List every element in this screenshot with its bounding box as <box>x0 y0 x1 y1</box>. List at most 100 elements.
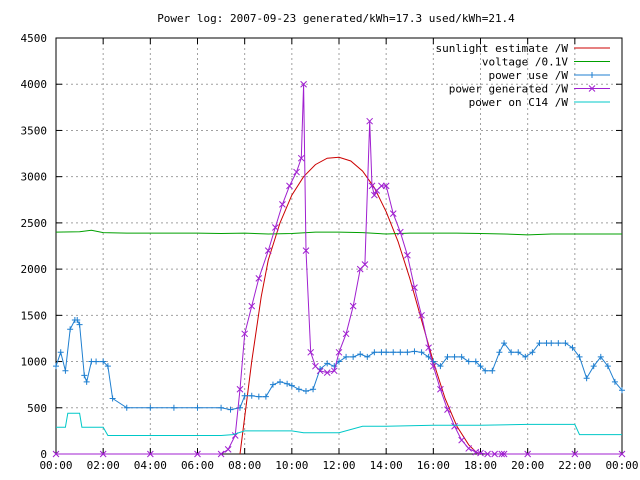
data-point <box>170 404 177 411</box>
y-tick-label: 2500 <box>21 217 48 230</box>
data-point <box>76 321 83 328</box>
data-point <box>248 302 256 310</box>
data-point <box>57 349 64 356</box>
data-point <box>429 362 437 370</box>
data-point <box>451 422 458 430</box>
data-point <box>383 349 390 356</box>
data-point <box>335 348 343 356</box>
series-line <box>56 412 622 436</box>
data-point <box>284 380 291 387</box>
x-tick-label: 20:00 <box>511 459 544 472</box>
x-tick-label: 08:00 <box>228 459 261 472</box>
data-point <box>472 358 479 365</box>
data-point <box>286 182 293 190</box>
data-point <box>241 330 249 338</box>
data-point <box>465 445 473 452</box>
data-point <box>576 353 583 360</box>
data-point <box>357 351 364 358</box>
data-point <box>100 358 107 365</box>
chart-title: Power log: 2007-09-23 generated/kWh=17.3… <box>157 12 515 25</box>
y-tick-label: 0 <box>40 448 47 461</box>
data-point <box>484 450 491 458</box>
data-point <box>430 358 437 365</box>
data-point <box>295 386 302 393</box>
data-point <box>323 369 331 377</box>
data-point <box>583 375 590 382</box>
data-point <box>404 349 411 356</box>
legend-marker <box>589 72 595 78</box>
x-tick-label: 06:00 <box>181 459 214 472</box>
data-point <box>477 449 484 457</box>
data-point <box>482 367 489 374</box>
data-point <box>382 182 390 190</box>
data-point <box>123 404 130 411</box>
data-point <box>604 363 611 370</box>
data-point <box>269 381 276 388</box>
x-tick-label: 02:00 <box>87 459 120 472</box>
data-point <box>515 349 522 356</box>
data-point <box>83 378 90 385</box>
legend-label: power on C14 /W <box>469 96 569 109</box>
data-point <box>279 201 286 208</box>
y-tick-label: 500 <box>27 402 47 415</box>
data-point <box>302 388 309 395</box>
data-point <box>524 450 532 458</box>
data-point <box>404 251 411 259</box>
data-point <box>411 284 418 291</box>
data-point <box>522 353 529 360</box>
data-point <box>444 353 451 360</box>
x-tick-label: 00:00 <box>605 459 638 472</box>
data-point <box>397 349 404 356</box>
x-tick-label: 14:00 <box>370 459 403 472</box>
data-point <box>508 349 515 356</box>
data-point <box>74 316 81 323</box>
data-point <box>331 363 338 370</box>
series-group <box>52 80 626 458</box>
data-point <box>104 363 111 370</box>
data-point <box>562 340 569 347</box>
data-point <box>62 367 69 374</box>
data-point <box>418 349 425 356</box>
data-point <box>262 393 269 400</box>
data-point <box>536 340 543 347</box>
data-point <box>342 330 350 338</box>
data-point <box>529 349 536 356</box>
x-tick-label: 16:00 <box>417 459 450 472</box>
data-point <box>458 353 465 360</box>
data-point <box>255 393 262 400</box>
data-point <box>619 387 625 394</box>
y-tick-label: 3000 <box>21 171 48 184</box>
data-point <box>81 372 88 379</box>
data-point <box>227 406 234 413</box>
series-3 <box>52 80 626 458</box>
data-point <box>571 450 579 458</box>
data-point <box>307 348 315 356</box>
data-point <box>437 385 444 393</box>
data-point <box>324 360 331 367</box>
series-1 <box>55 229 622 236</box>
data-point <box>109 395 116 402</box>
axes: 00:00 02:00 04:00 06:00 08:00 10:00 12:00 14:00… <box>21 32 639 472</box>
data-point <box>67 326 74 333</box>
data-point <box>437 363 444 370</box>
x-tick-label: 00:00 <box>39 459 72 472</box>
data-point <box>389 210 397 217</box>
series-line <box>55 319 623 411</box>
x-tick-label: 18:00 <box>464 459 497 472</box>
data-point <box>236 385 244 393</box>
data-point <box>491 450 499 458</box>
legend-label: sunlight estimate /W <box>436 42 569 55</box>
data-point <box>99 450 107 458</box>
data-point <box>425 344 432 352</box>
legend-label: voltage /0.1V <box>482 56 568 69</box>
data-point <box>248 392 255 399</box>
data-point <box>548 340 555 347</box>
data-point <box>288 382 295 389</box>
data-point <box>264 247 272 254</box>
data-point <box>618 450 626 458</box>
data-point <box>411 348 418 355</box>
data-point <box>444 406 451 413</box>
data-point <box>224 446 232 453</box>
